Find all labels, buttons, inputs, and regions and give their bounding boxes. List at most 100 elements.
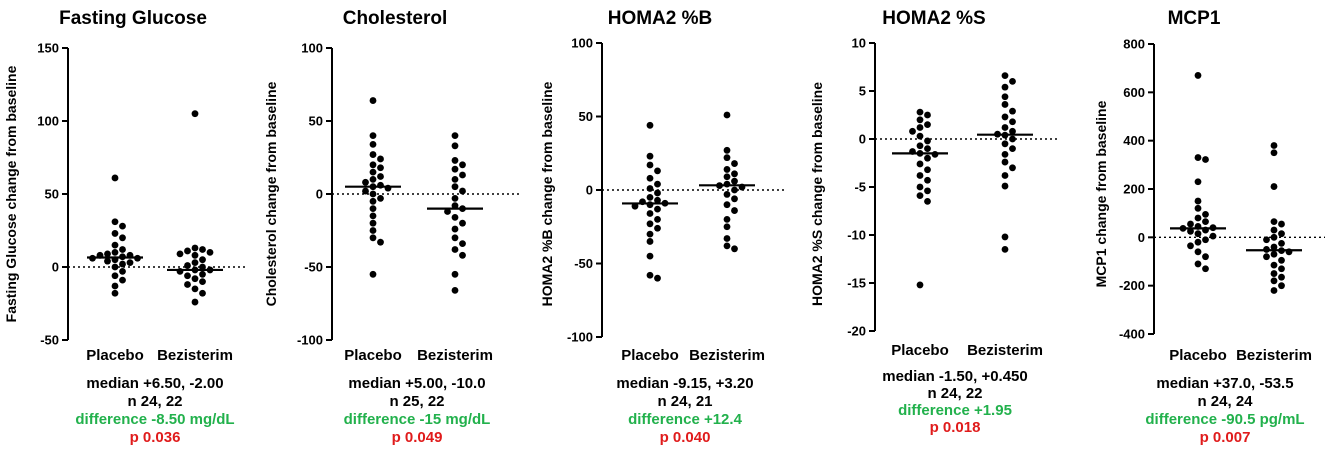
- data-point-bezisterim: [451, 286, 459, 294]
- data-point-placebo: [916, 124, 924, 131]
- panel-mcp1: MCP1 MCP1 change from baseline Placebo B…: [1062, 0, 1325, 451]
- data-point-placebo: [646, 252, 654, 260]
- data-point-placebo: [369, 97, 377, 104]
- data-point-bezisterim: [723, 201, 731, 209]
- y-tick-label: 0: [316, 187, 323, 202]
- panel-homa2-b: HOMA2 %B HOMA2 %B change from baseline P…: [530, 0, 792, 451]
- data-point-bezisterim: [731, 207, 738, 214]
- data-point-placebo: [111, 249, 119, 256]
- data-point-placebo: [362, 187, 369, 195]
- category-label-placebo: Placebo: [1169, 347, 1227, 364]
- data-point-placebo: [646, 220, 654, 228]
- data-point-bezisterim: [1270, 183, 1278, 190]
- stat-p-value: p 0.049: [392, 429, 443, 446]
- data-point-placebo: [1187, 242, 1194, 250]
- data-point-placebo: [377, 173, 384, 180]
- y-tick-label: -100: [297, 333, 323, 348]
- data-point-bezisterim: [184, 262, 191, 269]
- y-tick-label: 0: [859, 132, 866, 147]
- data-point-placebo: [654, 224, 661, 232]
- data-point-bezisterim: [1001, 158, 1009, 166]
- data-point-bezisterim: [731, 186, 738, 194]
- data-point-bezisterim: [451, 213, 459, 221]
- data-point-placebo: [111, 174, 119, 182]
- stat-p-value: p 0.040: [660, 429, 711, 446]
- stat-n: n 24, 22: [927, 385, 982, 402]
- y-tick-label: 400: [1123, 133, 1145, 148]
- data-point-bezisterim: [1270, 142, 1278, 149]
- data-point-bezisterim: [451, 176, 459, 183]
- data-point-placebo: [104, 257, 111, 265]
- data-point-placebo: [111, 289, 119, 297]
- data-point-bezisterim: [1009, 107, 1016, 115]
- data-point-bezisterim: [1001, 182, 1009, 190]
- stat-median: median -9.15, +3.20: [616, 375, 753, 392]
- data-point-bezisterim: [451, 142, 459, 150]
- data-point-placebo: [1202, 265, 1209, 273]
- stat-n: n 25, 22: [389, 393, 444, 410]
- y-tick-label: 0: [1138, 230, 1145, 245]
- data-point-placebo: [369, 132, 377, 140]
- data-point-placebo: [362, 178, 369, 186]
- data-point-bezisterim: [723, 191, 731, 198]
- data-point-placebo: [1194, 260, 1202, 268]
- data-point-bezisterim: [451, 194, 459, 202]
- stat-p-value: p 0.036: [130, 429, 181, 446]
- data-point-bezisterim: [191, 251, 199, 259]
- data-point-placebo: [646, 271, 654, 279]
- data-point-bezisterim: [206, 249, 214, 256]
- data-point-bezisterim: [1270, 250, 1278, 258]
- data-point-placebo: [1202, 218, 1209, 226]
- data-point-bezisterim: [191, 244, 199, 252]
- data-point-bezisterim: [723, 235, 731, 242]
- data-point-placebo: [909, 127, 916, 135]
- data-point-placebo: [1194, 154, 1202, 161]
- data-point-bezisterim: [451, 183, 459, 191]
- data-point-bezisterim: [723, 173, 731, 181]
- data-point-bezisterim: [723, 223, 731, 231]
- data-point-placebo: [654, 216, 661, 223]
- data-point-bezisterim: [1001, 150, 1009, 158]
- data-point-placebo: [369, 161, 377, 169]
- data-point-bezisterim: [459, 187, 466, 195]
- data-point-bezisterim: [1263, 236, 1270, 244]
- y-tick-label: -400: [1119, 327, 1145, 342]
- data-point-bezisterim: [451, 225, 459, 233]
- data-point-placebo: [916, 172, 924, 179]
- data-point-placebo: [646, 230, 654, 238]
- data-point-bezisterim: [191, 259, 199, 267]
- stat-difference: difference +12.4: [628, 411, 742, 428]
- chart-mcp1: MCP1 MCP1 change from baseline Placebo B…: [1093, 8, 1325, 446]
- data-point-bezisterim: [1001, 83, 1009, 91]
- data-point-placebo: [924, 154, 931, 162]
- y-tick-label: 800: [1123, 37, 1145, 52]
- data-point-bezisterim: [731, 177, 738, 185]
- data-point-placebo: [916, 132, 924, 140]
- data-point-placebo: [1194, 197, 1202, 205]
- data-point-bezisterim: [1009, 127, 1016, 135]
- y-tick-label: 0: [52, 260, 59, 275]
- category-label-placebo: Placebo: [344, 347, 402, 364]
- data-point-bezisterim: [1001, 113, 1009, 121]
- data-point-bezisterim: [731, 245, 738, 253]
- data-point-bezisterim: [723, 154, 731, 162]
- data-point-placebo: [377, 164, 384, 172]
- data-point-bezisterim: [1278, 256, 1285, 264]
- data-point-bezisterim: [451, 157, 459, 164]
- data-point-bezisterim: [1001, 124, 1009, 131]
- data-point-bezisterim: [1009, 164, 1016, 172]
- data-point-placebo: [654, 167, 661, 175]
- y-tick-label: -10: [847, 228, 866, 243]
- data-point-placebo: [104, 250, 111, 258]
- data-point-bezisterim: [1270, 218, 1278, 226]
- data-point-bezisterim: [191, 110, 199, 118]
- data-point-placebo: [924, 166, 931, 174]
- data-point-bezisterim: [1270, 243, 1278, 251]
- data-point-placebo: [369, 176, 377, 183]
- stat-n: n 24, 22: [127, 393, 182, 410]
- data-point-placebo: [646, 238, 654, 245]
- chart-cholesterol: Cholesterol Cholesterol change from base…: [263, 8, 522, 446]
- category-label-bezisterim: Bezisterim: [967, 342, 1043, 359]
- data-point-placebo: [646, 161, 654, 169]
- category-label-bezisterim: Bezisterim: [157, 347, 233, 364]
